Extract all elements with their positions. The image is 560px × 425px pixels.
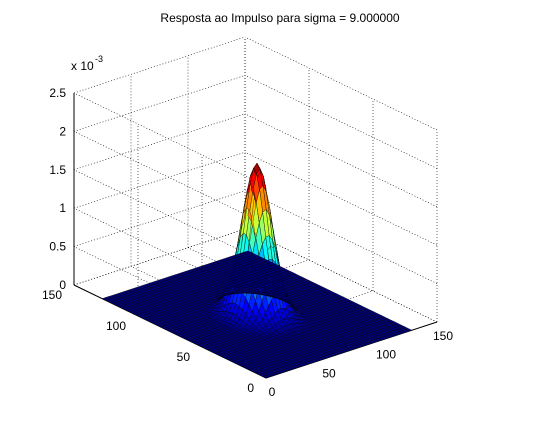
- grid-line-wall-left: [73, 92, 267, 187]
- grid-line-wall-xz: [73, 36, 246, 94]
- z-tick-label: 0: [59, 278, 66, 292]
- z-tick-label: 2: [59, 124, 66, 138]
- grid-line-wall-yz: [244, 190, 438, 284]
- grid-line-wall-yz: [244, 113, 438, 208]
- x-tick-label: 0: [269, 385, 276, 399]
- gaussian-surface: [101, 162, 413, 379]
- grid-line-wall-yz: [244, 36, 438, 131]
- grid-line-wall-xz: [73, 190, 246, 247]
- z-tick-label: 1.5: [49, 163, 66, 177]
- z-exponent: -3: [95, 54, 103, 64]
- grid-line-wall-yz: [244, 151, 438, 246]
- chart-title: Resposta ao Impulso para sigma = 9.00000…: [160, 11, 399, 25]
- grid-line-wall-xz: [73, 113, 246, 171]
- grid-line-wall-yz: [244, 228, 438, 323]
- z-exponent-base: x 10: [71, 59, 94, 73]
- grid-line-wall-xz: [73, 151, 246, 209]
- y-tick-label: 50: [177, 350, 191, 364]
- z-tick-label: 0.5: [49, 240, 66, 254]
- grid-line-wall-yz: [244, 75, 438, 169]
- surface-cell: [405, 328, 413, 332]
- grid-line-wall-left: [73, 207, 267, 302]
- y-tick-label: 0: [247, 381, 254, 395]
- z-tick-label: 1: [59, 201, 66, 215]
- x-tick-label: 50: [322, 366, 336, 380]
- x-tick-label: 150: [433, 329, 453, 343]
- y-tick-label: 150: [42, 288, 62, 302]
- grid-line-wall-xz: [73, 75, 246, 132]
- grid-line-wall-left: [73, 169, 267, 264]
- z-tick-label: 2.5: [49, 86, 66, 100]
- grid-line-wall-left: [73, 246, 267, 340]
- y-tick-label: 100: [106, 319, 126, 333]
- grid-line-wall-left: [73, 131, 267, 225]
- x-tick-label: 100: [376, 348, 396, 362]
